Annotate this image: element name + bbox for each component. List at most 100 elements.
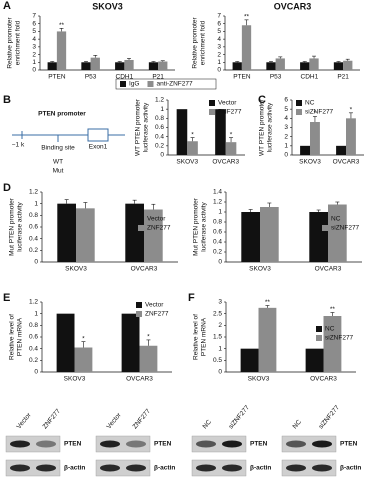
- legend-swatch: [136, 311, 142, 317]
- y-tick-label: 0.4: [29, 235, 38, 242]
- x-tick-label: SKOV3: [176, 159, 198, 166]
- legend-label: NC: [305, 100, 315, 107]
- bar: [124, 59, 134, 70]
- blot-band: [36, 440, 56, 448]
- bar: [343, 60, 353, 70]
- y-tick-label: 0.6: [29, 224, 38, 231]
- error-bar: [235, 61, 240, 63]
- y-tick-label: 3: [284, 124, 288, 131]
- significance: *: [350, 107, 353, 114]
- y-axis-label: PTEN mRNA: [17, 317, 24, 356]
- x-tick-label: P53: [85, 74, 97, 81]
- x-tick-label: SKOV3: [65, 266, 87, 273]
- y-tick-label: 1.2: [29, 299, 38, 306]
- panel-label: D: [3, 182, 11, 194]
- x-tick-label: P21: [152, 74, 164, 81]
- legend-swatch: [296, 109, 302, 115]
- blot-strip: [95, 459, 151, 477]
- error-bar: [345, 58, 350, 61]
- y-tick-label: 2: [284, 133, 288, 140]
- blot-band: [222, 440, 242, 448]
- bar: [148, 62, 159, 70]
- bar: [305, 348, 324, 372]
- y-axis-label: Relative promoter: [192, 17, 199, 69]
- error-bar: [50, 61, 55, 63]
- error-bar: [59, 28, 64, 32]
- band-label: PTEN: [250, 441, 268, 448]
- lane-label: Vector: [105, 411, 123, 430]
- blot-band: [100, 464, 120, 472]
- bar: [241, 25, 252, 71]
- error-bar: [312, 55, 317, 59]
- significance: *: [314, 110, 317, 117]
- y-axis-label: luciferase activity: [17, 202, 24, 252]
- y-tick-label: 0: [34, 369, 38, 376]
- bar: [76, 208, 95, 262]
- bar: [176, 109, 188, 155]
- band-label: PTEN: [154, 441, 172, 448]
- legend-swatch: [316, 335, 322, 341]
- bar: [139, 345, 158, 372]
- error-bar: [151, 203, 156, 210]
- start-label: −1 k: [12, 142, 25, 149]
- y-tick-label: 1: [34, 310, 38, 317]
- band-label: β-actin: [340, 465, 361, 472]
- x-tick-label: OVCAR3: [315, 266, 342, 273]
- y-axis-label: luciferase activity: [143, 102, 150, 152]
- legend-label: siZNF277: [325, 335, 354, 342]
- y-tick-label: 0.5: [213, 357, 222, 364]
- y-tick-label: 0.8: [29, 212, 38, 219]
- bar: [275, 58, 285, 70]
- y-tick-label: 0.8: [29, 322, 38, 329]
- bar: [57, 203, 76, 262]
- panel-label: C: [258, 94, 266, 106]
- x-tick-label: CDH1: [301, 74, 319, 81]
- x-tick-label: SKOV3: [248, 376, 270, 383]
- lane-label: ZNF277: [41, 408, 62, 431]
- y-axis-label: enrichment fold: [200, 20, 207, 65]
- y-tick-label: 2: [32, 51, 36, 58]
- exon-label: Exon1: [89, 144, 108, 151]
- band-label: PTEN: [64, 441, 82, 448]
- panel-label: B: [3, 94, 11, 106]
- blot-strip: [191, 435, 247, 453]
- blot-strip: [5, 435, 61, 453]
- error-bar: [330, 312, 335, 316]
- y-tick-label: 2.5: [213, 310, 222, 317]
- y-axis-label: Relative level of: [193, 314, 200, 360]
- x-tick-label: P53: [270, 74, 282, 81]
- y-tick-label: 1.2: [213, 199, 222, 206]
- y-tick-label: 0.8: [213, 219, 222, 226]
- legend-label: ZNF277: [147, 225, 171, 232]
- legend-swatch: [120, 81, 126, 87]
- x-tick-label: PTEN: [233, 74, 251, 81]
- blot-band: [126, 440, 146, 448]
- blot-band: [286, 464, 306, 472]
- band-label: β-actin: [250, 465, 271, 472]
- y-axis-label: Mut PTEN promoter: [9, 197, 16, 256]
- error-bar: [265, 305, 270, 308]
- error-bar: [132, 199, 137, 204]
- blot-band: [196, 464, 216, 472]
- error-bar: [335, 201, 340, 205]
- significance: **: [265, 299, 271, 306]
- blot-band: [196, 440, 216, 448]
- legend-swatch: [322, 225, 328, 231]
- y-tick-label: 0: [218, 369, 222, 376]
- legend-label: ZNF277: [145, 311, 169, 318]
- diagram-title: PTEN promoter: [38, 111, 86, 118]
- legend-label: Vector: [147, 216, 166, 223]
- blot-band: [312, 440, 332, 448]
- bar: [47, 62, 57, 70]
- blot-band: [100, 440, 120, 448]
- legend-swatch: [147, 81, 154, 87]
- x-tick-label: OVCAR3: [126, 376, 153, 383]
- error-bar: [348, 112, 353, 119]
- band-label: β-actin: [154, 465, 175, 472]
- error-bar: [83, 61, 88, 63]
- y-tick-label: 3: [32, 44, 36, 51]
- y-tick-label: 1: [218, 345, 222, 352]
- y-tick-label: 5: [32, 28, 36, 35]
- band-label: PTEN: [340, 441, 358, 448]
- blot-band: [36, 464, 56, 472]
